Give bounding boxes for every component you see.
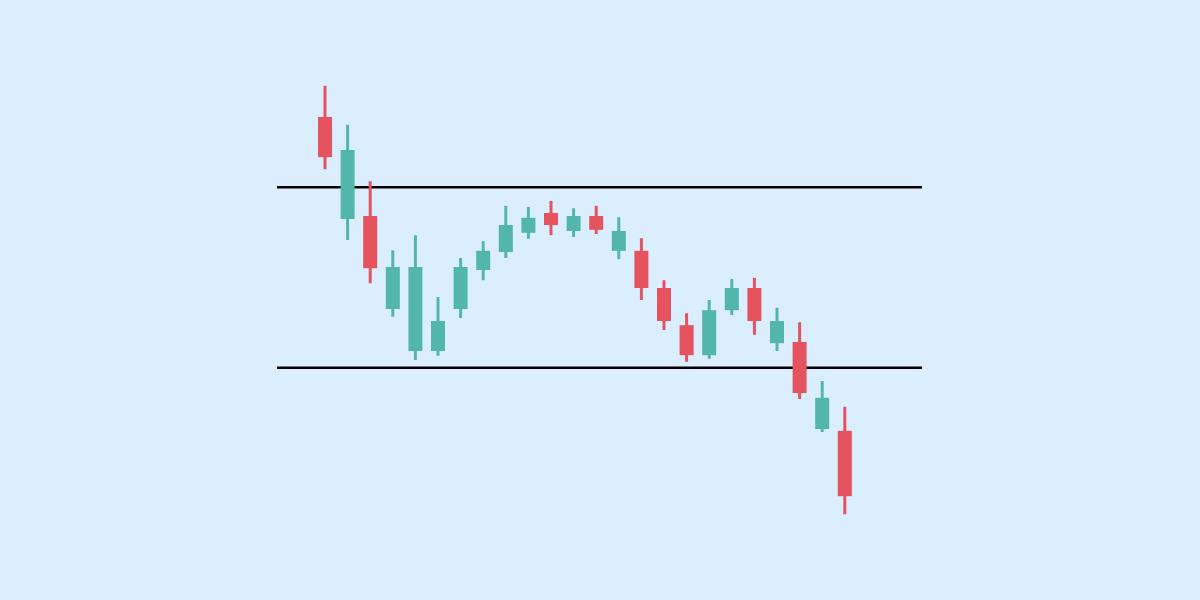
candle xyxy=(566,208,581,237)
candle xyxy=(589,205,604,234)
candle xyxy=(657,280,671,330)
candle-body xyxy=(566,216,581,231)
candle xyxy=(431,297,445,356)
candle-body xyxy=(385,267,400,309)
candle-body xyxy=(657,288,671,321)
candle-body xyxy=(702,310,717,356)
candle xyxy=(679,313,694,362)
candle-body xyxy=(318,117,332,158)
candle-body xyxy=(837,430,852,497)
candle xyxy=(476,241,491,281)
candle-body xyxy=(498,225,513,252)
candle-body xyxy=(747,288,762,321)
candle-body xyxy=(611,231,626,251)
candle-body xyxy=(724,288,739,311)
candle-body xyxy=(544,213,558,225)
candle-body xyxy=(770,321,784,344)
candle-body xyxy=(340,150,355,219)
candle xyxy=(815,381,830,432)
candles xyxy=(318,85,852,515)
candle xyxy=(724,279,739,315)
candle xyxy=(498,205,513,258)
candle-body xyxy=(634,250,649,288)
candle xyxy=(385,250,400,317)
candle xyxy=(318,85,332,170)
candle-body xyxy=(815,397,830,429)
candle-body xyxy=(431,321,445,351)
candle xyxy=(770,307,784,351)
candle xyxy=(408,235,423,360)
candle-body xyxy=(521,217,536,233)
candle xyxy=(747,277,762,335)
candle-body xyxy=(408,267,423,351)
candle-body xyxy=(453,267,468,309)
candle xyxy=(634,238,649,300)
level-lines xyxy=(277,185,922,370)
candle xyxy=(544,201,558,236)
candle xyxy=(521,207,536,239)
candle-body xyxy=(476,250,491,270)
candle xyxy=(340,124,355,240)
candle xyxy=(363,181,378,284)
candle-body xyxy=(792,342,807,393)
candle xyxy=(611,217,626,260)
candle-body xyxy=(589,216,604,230)
candle-body xyxy=(363,216,378,269)
candle xyxy=(702,300,717,359)
candle xyxy=(837,406,852,515)
candle xyxy=(453,258,468,318)
candle xyxy=(792,322,807,399)
candle-body xyxy=(679,325,694,356)
